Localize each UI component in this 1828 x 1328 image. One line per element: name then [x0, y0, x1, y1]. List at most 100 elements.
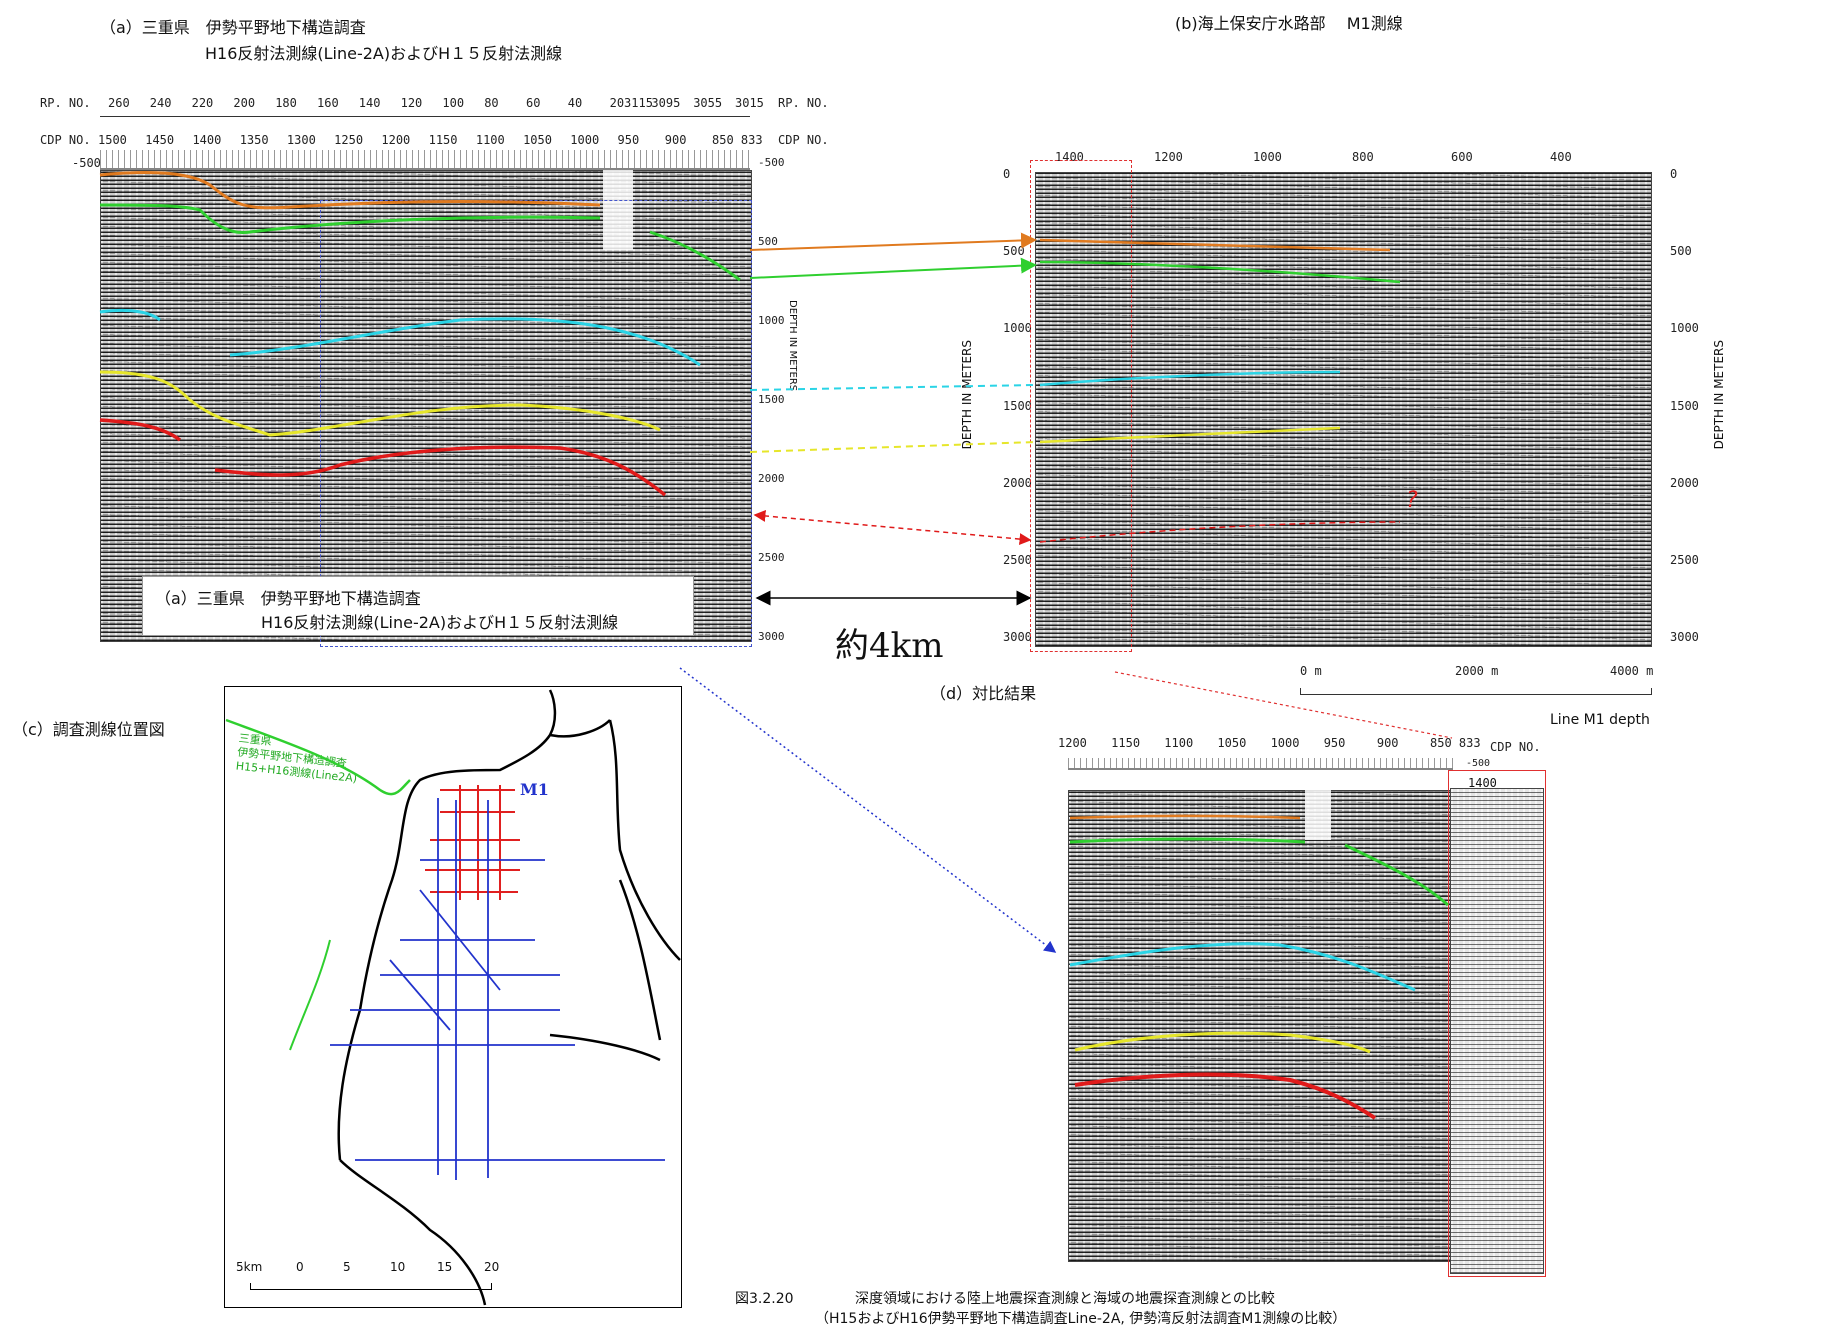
b-horizon-cyan: [1039, 370, 1341, 387]
panel-b-depth-tick-right: 3000: [1670, 630, 1699, 644]
panel-b-depth-tick-left: 3000: [1003, 630, 1032, 644]
a-horizon-cyan: [99, 308, 701, 367]
d-horizon-cyan: [1069, 942, 1416, 992]
panel-b-depth-tick-left: 2000: [1003, 475, 1032, 490]
map-scale-bar: [250, 1283, 492, 1290]
cdp-label-right: CDP NO.: [778, 133, 829, 147]
panel-b-depth-tick-left: 1500: [1003, 398, 1032, 413]
map-scale-tick: 20: [484, 1260, 500, 1274]
map-scale-tick: 15: [437, 1260, 453, 1274]
panel-a-crop-box: [320, 200, 752, 647]
connector-yellow: [749, 441, 1036, 453]
panel-a-title-line2: H16反射法測線(Line-2A)およびH１５反射法測線: [205, 44, 563, 63]
panel-d-top-tick: 1200: [1058, 736, 1087, 750]
b-horizon-green: [1039, 260, 1401, 284]
cdp-tick-label: 1350: [239, 133, 269, 147]
rp-tick-label: 220: [191, 96, 214, 110]
cdp-tick-label: 1050: [523, 133, 552, 147]
panel-a-depth-tick: 1000: [758, 314, 785, 327]
cdp-tick-label: 1250: [334, 133, 364, 147]
panel-a-title-line1: （a）三重県 伊勢平野地下構造調査: [100, 18, 366, 37]
distance-label: 約4km: [835, 626, 944, 666]
cdp-tick-label: 1000: [570, 133, 600, 147]
b-horizon-orange: [1039, 238, 1391, 252]
cdp-tick-label: 950: [617, 133, 640, 147]
rp-axis-line: [100, 112, 750, 117]
panel-a-depth-tick: 1500: [758, 393, 785, 406]
rp-tick-label: 203115: [609, 96, 653, 110]
panel-a-depth-axis-label: DEPTH IN METERS: [787, 300, 798, 392]
rp-tick-label: 140: [358, 96, 381, 110]
panel-a-depth-tick: 3000: [758, 630, 785, 643]
a-horizon-orange: [99, 171, 601, 210]
rp-tick-label: 240: [149, 96, 172, 110]
rp-tick-label: 3015: [735, 96, 764, 110]
map-blue-survey-lines: [330, 798, 665, 1180]
panel-a-seismic-section: [100, 170, 752, 642]
a-horizon-yellow: [99, 370, 661, 437]
rp-tick-label: 80: [484, 96, 499, 110]
panel-b-depth-tick-right: 2500: [1670, 552, 1699, 567]
panel-d-top-tick: 1050: [1217, 736, 1247, 750]
panel-d-inset-section: [1450, 788, 1544, 1274]
scale-bar-label: 0 m: [1300, 664, 1322, 678]
map-scale-tick: 0: [296, 1260, 304, 1274]
panel-d-title: （d）対比結果: [930, 684, 1037, 703]
panel-d-cdp-label: CDP NO.: [1490, 740, 1541, 754]
b-horizon-red-dashed: [1039, 521, 1401, 543]
map-scale-unit: 5km: [236, 1260, 263, 1274]
cdp-tick-label: 1450: [145, 133, 175, 147]
panel-a-depth-tick: 500: [758, 235, 778, 248]
cdp-tick-label: 1500: [98, 133, 127, 147]
question-mark: ?: [1406, 488, 1418, 513]
map-green-line: [225, 718, 411, 796]
connector-green: [749, 257, 1037, 279]
d-horizon-yellow: [1074, 1031, 1371, 1054]
rp-tick-label: 60: [526, 96, 541, 110]
panel-b-depth-tick-left: 1000: [1003, 321, 1032, 336]
a-horizon-green: [99, 203, 741, 282]
map-red-survey-lines: [425, 785, 520, 900]
panel-b-depth-tick-right: 1500: [1670, 398, 1699, 413]
panel-b-top-tick: 600: [1451, 150, 1473, 164]
panel-b-depth-tick-right: 500: [1670, 244, 1692, 259]
rp-tick-label: 100: [442, 96, 465, 110]
panel-d-gap: [1305, 790, 1331, 840]
map-coastline: [337, 689, 681, 1306]
panel-b-seismic-section: [1035, 172, 1652, 647]
b-horizon-yellow: [1039, 426, 1341, 444]
panel-b-title: (b)海上保安庁水路部 M1測線: [1175, 14, 1403, 33]
scale-bar-label: 4000 m: [1610, 664, 1654, 678]
panel-a-depth-tick: 2500: [758, 551, 785, 564]
caption-line1: 深度領域における陸上地震探査測線と海域の地震探査測線との比較: [855, 1291, 1275, 1307]
connector-red: [753, 509, 1032, 546]
caption-fig-no: 図3.2.20: [735, 1291, 794, 1307]
rp-tick-label: 200: [233, 96, 256, 110]
panel-d-inset-box: [1448, 770, 1546, 1277]
rp-tick-label: 40: [567, 96, 583, 110]
scale-bar: [1300, 688, 1652, 695]
cdp-tick-label: 1150: [428, 133, 458, 147]
map-m1-label: M1: [520, 780, 549, 799]
cdp-label-left: CDP NO.: [40, 133, 91, 147]
cdp-tick-label: 1200: [381, 133, 411, 147]
panel-b-top-tick: 800: [1352, 150, 1374, 164]
rp-label-left: RP. NO.: [40, 96, 91, 110]
d-horizon-orange: [1069, 814, 1301, 820]
panel-b-depth-tick-right: 0: [1670, 167, 1678, 181]
rp-tick-label: 3055: [693, 96, 723, 110]
cdp-tick-label: 900: [664, 133, 687, 147]
rp-tick-label: 160: [317, 96, 339, 110]
panel-b-top-tick: 1200: [1154, 150, 1183, 164]
panel-a-gap: [603, 170, 633, 250]
panel-b-depth-tick-right: 1000: [1670, 321, 1699, 336]
left-neg-label: -500: [72, 156, 101, 170]
connector-cyan: [749, 384, 1036, 391]
panel-d-top-tick: 900: [1376, 736, 1399, 750]
rp-tick-label: 120: [400, 96, 423, 110]
panel-b-top-tick: 400: [1550, 150, 1572, 164]
map-green-line-2: [289, 939, 331, 1051]
cdp-tick-label: 1300: [286, 133, 316, 147]
panel-d-top-tick: 1000: [1270, 736, 1300, 750]
